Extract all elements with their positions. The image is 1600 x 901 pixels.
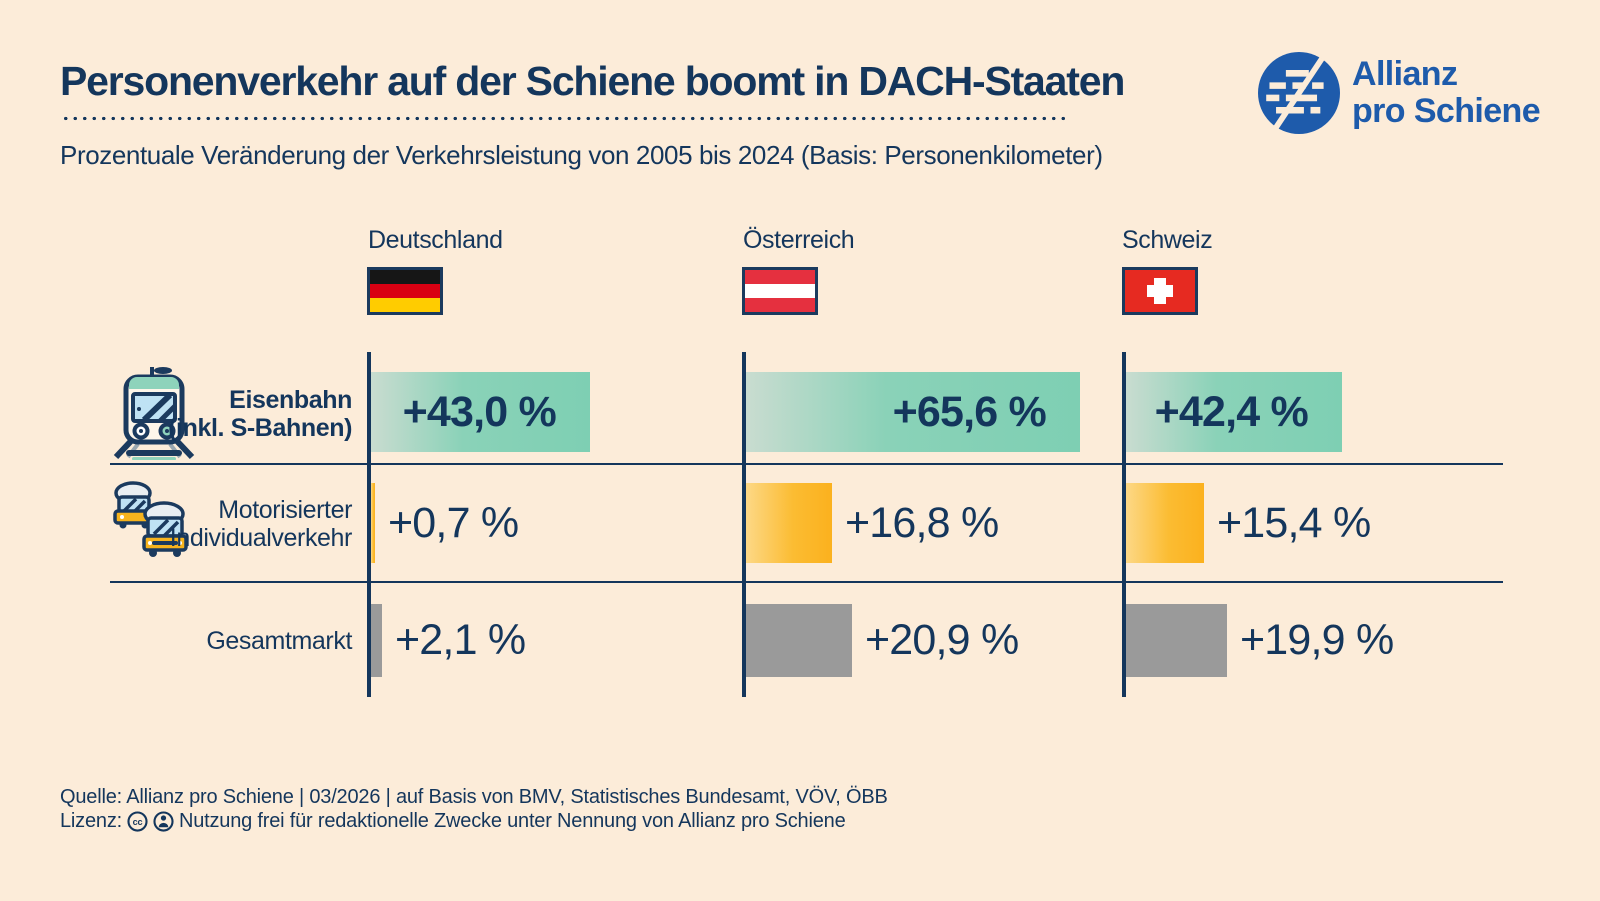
bar-slot: +2,1 % xyxy=(371,604,526,677)
bar-value: +0,7 % xyxy=(388,498,519,547)
bar-slot: +20,9 % xyxy=(746,604,1019,677)
flag-stripe xyxy=(370,284,440,298)
cc-icon: cc xyxy=(127,811,148,832)
bar-miv-schweiz xyxy=(1126,483,1204,563)
bar-slot: +19,9 % xyxy=(1126,604,1394,677)
cars-icon xyxy=(113,481,188,557)
license-prefix: Lizenz: xyxy=(60,810,122,832)
bar-slot: +43,0 % xyxy=(371,372,590,452)
row-label-line1: Motorisierter xyxy=(218,496,352,524)
flag-stripe xyxy=(745,284,815,298)
axis-line-schweiz xyxy=(1122,352,1126,697)
bar-rail-deutschland: +43,0 % xyxy=(371,372,590,452)
bar-value: +65,6 % xyxy=(892,388,1047,436)
column-header-oesterreich: Österreich xyxy=(743,226,855,254)
bar-value: +43,0 % xyxy=(402,388,557,436)
row-label-line2: Individualverkehr xyxy=(169,524,353,552)
flag-stripe xyxy=(745,298,815,312)
bar-value: +15,4 % xyxy=(1217,498,1371,547)
source-line: Quelle: Allianz pro Schiene | 03/2026 | … xyxy=(60,786,888,808)
flag-stripe xyxy=(745,270,815,284)
bar-slot: +15,4 % xyxy=(1126,483,1371,563)
logo-line2: pro Schiene xyxy=(1352,92,1541,130)
bar-slot: +65,6 % xyxy=(746,372,1080,452)
bar-value: +42,4 % xyxy=(1154,388,1309,436)
railway-globe-icon xyxy=(1258,52,1340,134)
license-line: Lizenz: cc Nutzung frei für redaktionell… xyxy=(60,810,846,833)
row-label-line1: Gesamtmarkt xyxy=(206,627,352,655)
flag-stripe xyxy=(370,270,440,284)
allianz-pro-schiene-logo: Allianz pro Schiene xyxy=(1258,52,1541,134)
logo-line1: Allianz xyxy=(1352,55,1458,93)
austria-flag xyxy=(742,267,818,315)
bar-value: +2,1 % xyxy=(395,616,526,664)
germany-flag xyxy=(367,267,443,315)
bar-gesamtmarkt-deutschland xyxy=(371,604,382,677)
column-header-deutschland: Deutschland xyxy=(368,226,503,254)
bar-rail-schweiz: +42,4 % xyxy=(1126,372,1342,452)
bar-rail-oesterreich: +65,6 % xyxy=(746,372,1080,452)
column-header-schweiz: Schweiz xyxy=(1122,226,1213,254)
train-icon xyxy=(113,367,195,460)
logo-wordmark: Allianz pro Schiene xyxy=(1352,55,1541,130)
bar-slot: +42,4 % xyxy=(1126,372,1342,452)
dotted-divider xyxy=(61,116,1065,121)
page-title: Personenverkehr auf der Schiene boomt in… xyxy=(60,58,1125,104)
axis-line-deutschland xyxy=(367,352,371,697)
bar-slot: +16,8 % xyxy=(746,483,999,563)
bar-value: +19,9 % xyxy=(1240,616,1394,664)
row-label-miv: Motorisierter Individualverkehr xyxy=(142,496,353,552)
bar-value: +16,8 % xyxy=(845,498,999,547)
row-label-gesamtmarkt: Gesamtmarkt xyxy=(142,627,352,655)
row-label-line2: (inkl. S-Bahnen) xyxy=(168,414,352,442)
bar-gesamtmarkt-oesterreich xyxy=(746,604,852,677)
flag-stripe xyxy=(370,298,440,312)
bar-miv-oesterreich xyxy=(746,483,832,563)
row-separator-2 xyxy=(110,581,1503,583)
bar-slot: +0,7 % xyxy=(371,483,519,563)
page-subtitle: Prozentuale Veränderung der Verkehrsleis… xyxy=(60,140,1103,170)
switzerland-flag xyxy=(1122,267,1198,315)
swiss-cross xyxy=(1147,285,1173,297)
row-label-line1: Eisenbahn xyxy=(229,386,352,414)
bar-gesamtmarkt-schweiz xyxy=(1126,604,1227,677)
bar-value: +20,9 % xyxy=(865,616,1019,664)
row-separator-1 xyxy=(110,463,1503,465)
axis-line-oesterreich xyxy=(742,352,746,697)
svg-text:cc: cc xyxy=(133,817,143,827)
row-label-eisenbahn: Eisenbahn (inkl. S-Bahnen) xyxy=(142,386,352,442)
by-attribution-icon xyxy=(153,811,174,832)
license-text: Nutzung frei für redaktionelle Zwecke un… xyxy=(178,810,846,832)
bar-miv-deutschland xyxy=(371,483,375,563)
